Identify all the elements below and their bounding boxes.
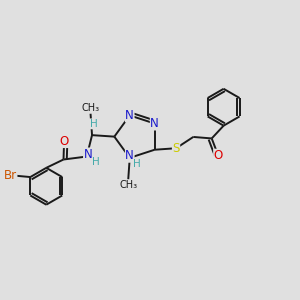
Text: S: S [172,142,180,155]
Text: O: O [214,149,223,162]
Text: N: N [150,117,159,130]
Text: CH₃: CH₃ [119,180,137,190]
Text: O: O [59,135,69,148]
Text: N: N [83,148,92,161]
Text: CH₃: CH₃ [82,103,100,113]
Text: H: H [92,158,100,167]
Text: H: H [133,159,141,170]
Text: N: N [125,109,134,122]
Text: H: H [90,119,98,129]
Text: N: N [125,149,134,162]
Text: Br: Br [4,169,17,182]
